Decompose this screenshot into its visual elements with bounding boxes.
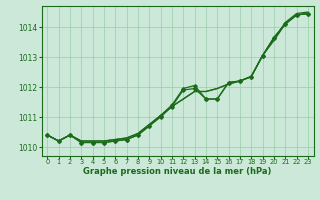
X-axis label: Graphe pression niveau de la mer (hPa): Graphe pression niveau de la mer (hPa)	[84, 167, 272, 176]
